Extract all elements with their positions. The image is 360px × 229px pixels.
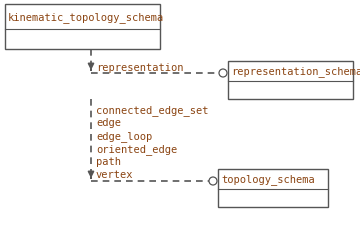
Circle shape bbox=[209, 177, 217, 185]
Text: edge_loop: edge_loop bbox=[96, 131, 152, 141]
Text: representation: representation bbox=[96, 63, 184, 73]
Text: vertex: vertex bbox=[96, 169, 134, 179]
Bar bbox=[218, 169, 328, 207]
Text: path: path bbox=[96, 156, 121, 166]
Bar bbox=[228, 62, 353, 100]
Text: topology_schema: topology_schema bbox=[221, 174, 315, 185]
Text: kinematic_topology_schema: kinematic_topology_schema bbox=[8, 12, 164, 23]
Text: connected_edge_set: connected_edge_set bbox=[96, 105, 208, 115]
Circle shape bbox=[219, 70, 227, 78]
Text: edge: edge bbox=[96, 117, 121, 128]
Text: representation_schema: representation_schema bbox=[231, 66, 360, 77]
Bar bbox=[5, 5, 160, 50]
Text: oriented_edge: oriented_edge bbox=[96, 143, 177, 154]
